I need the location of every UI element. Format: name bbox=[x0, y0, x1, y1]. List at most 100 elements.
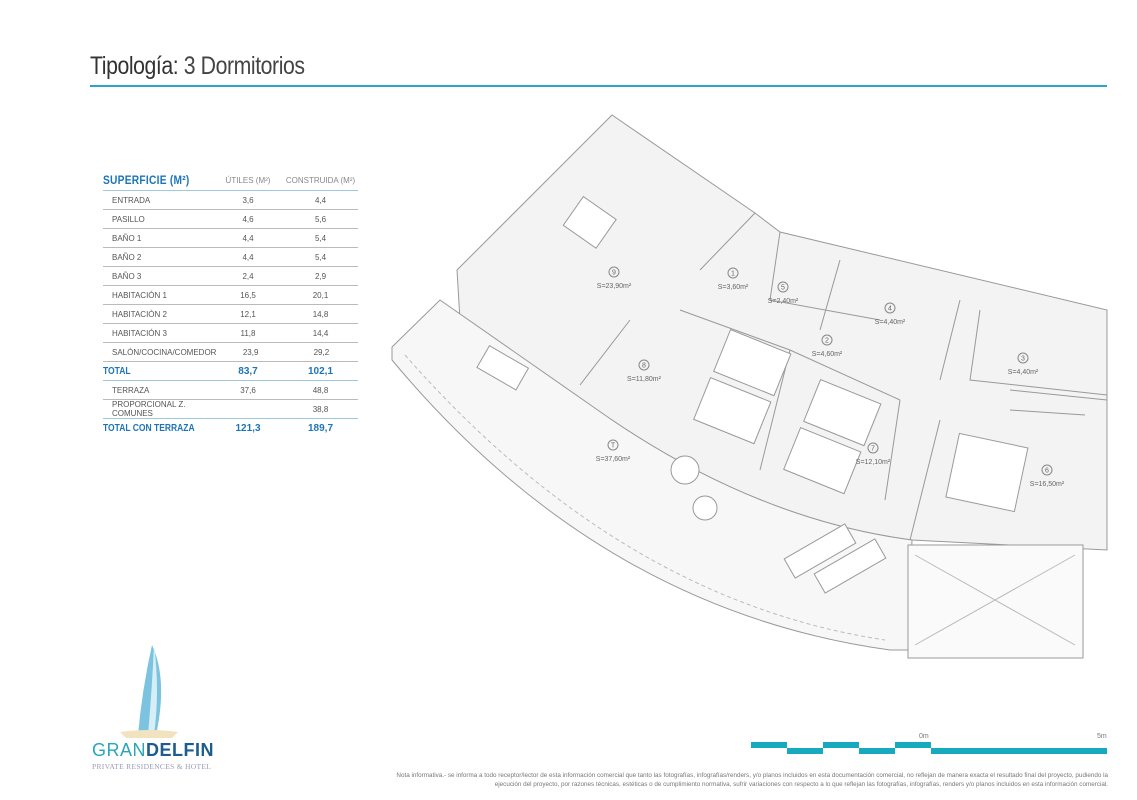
row-construida: 14,4 bbox=[312, 328, 329, 338]
row-label: TOTAL bbox=[103, 365, 131, 377]
room-area: S=3,60m² bbox=[718, 284, 749, 291]
room-number-circle bbox=[884, 302, 896, 314]
room-area: S=16,50m² bbox=[1030, 481, 1065, 488]
table-row: TERRAZA 37,6 48,8 bbox=[103, 381, 358, 400]
room-number: 7 bbox=[871, 446, 875, 453]
row-utiles: 83,7 bbox=[238, 365, 258, 377]
row-construida: 38,8 bbox=[312, 404, 329, 414]
row-utiles: 37,6 bbox=[240, 385, 256, 395]
row-label: BAÑO 3 bbox=[112, 271, 142, 281]
row-construida: 5,4 bbox=[314, 252, 327, 262]
grand-total-row: TOTAL CON TERRAZA 121,3 189,7 bbox=[103, 419, 358, 437]
table-row: BAÑO 1 4,4 5,4 bbox=[103, 229, 358, 248]
col-utiles: ÚTILES (M²) bbox=[225, 175, 271, 185]
room-number: 6 bbox=[1045, 468, 1049, 475]
walls bbox=[579, 212, 1108, 541]
total-row: TOTAL 83,7 102,1 bbox=[103, 362, 358, 381]
room-number-circle bbox=[607, 439, 619, 451]
table-row: HABITACIÓN 3 11,8 14,4 bbox=[103, 324, 358, 343]
row-label: HABITACIÓN 1 bbox=[112, 290, 167, 300]
row-label: BAÑO 2 bbox=[112, 252, 142, 262]
room-number: 9 bbox=[612, 270, 616, 277]
room-area: S=4,40m² bbox=[1008, 369, 1039, 376]
row-construida: 5,6 bbox=[314, 214, 327, 224]
row-construida: 14,8 bbox=[312, 309, 329, 319]
table-row: SALÓN/COCINA/COMEDOR 23,9 29,2 bbox=[103, 343, 358, 362]
room-number: 4 bbox=[888, 306, 892, 313]
table-row: HABITACIÓN 1 16,5 20,1 bbox=[103, 286, 358, 305]
room-number: 8 bbox=[642, 363, 646, 370]
row-label: SALÓN/COCINA/COMEDOR bbox=[112, 347, 217, 357]
table-heading: SUPERFICIE (M²) bbox=[103, 173, 190, 187]
row-utiles: 2,4 bbox=[242, 271, 254, 281]
row-utiles: 11,8 bbox=[240, 328, 256, 338]
surface-table: SUPERFICIE (M²) ÚTILES (M²) CONSTRUIDA (… bbox=[103, 170, 358, 437]
row-label: ENTRADA bbox=[112, 195, 151, 205]
brand-name: GRANDELFIN bbox=[92, 740, 215, 760]
row-construida: 20,1 bbox=[312, 290, 329, 300]
room-area: S=2,40m² bbox=[768, 298, 799, 305]
room-area: S=23,90m² bbox=[597, 283, 632, 290]
col-construida: CONSTRUIDA (M²) bbox=[285, 175, 356, 185]
title-divider bbox=[90, 85, 1107, 87]
room-number-circle bbox=[1041, 464, 1053, 476]
row-label: PROPORCIONAL Z. COMUNES bbox=[112, 400, 186, 418]
room-number-circle bbox=[1017, 352, 1029, 364]
row-label: BAÑO 1 bbox=[112, 233, 142, 243]
balcony-box bbox=[907, 544, 1084, 659]
row-utiles: 121,3 bbox=[235, 422, 261, 434]
table-row: BAÑO 2 4,4 5,4 bbox=[103, 248, 358, 267]
row-construida: 4,4 bbox=[314, 195, 327, 205]
row-label: TOTAL CON TERRAZA bbox=[103, 422, 195, 434]
row-construida: 2,9 bbox=[314, 271, 327, 281]
room-number: 1 bbox=[731, 271, 735, 278]
row-utiles: 3,6 bbox=[242, 195, 254, 205]
row-construida: 48,8 bbox=[312, 385, 329, 395]
table-row: HABITACIÓN 2 12,1 14,8 bbox=[103, 305, 358, 324]
row-construida: 29,2 bbox=[313, 347, 330, 357]
room-area: S=4,60m² bbox=[812, 351, 843, 358]
room-area: S=11,80m² bbox=[627, 376, 662, 383]
row-label: PASILLO bbox=[112, 214, 145, 224]
row-utiles: 23,9 bbox=[242, 347, 259, 357]
row-construida: 102,1 bbox=[307, 365, 334, 377]
table-row: PROPORCIONAL Z. COMUNES 38,8 bbox=[103, 400, 358, 419]
scale-end-label: 5m bbox=[1097, 733, 1107, 740]
terrace bbox=[391, 299, 913, 651]
room-number: 3 bbox=[1021, 356, 1025, 363]
room-number: 2 bbox=[825, 338, 829, 345]
table-row: PASILLO 4,6 5,6 bbox=[103, 210, 358, 229]
balcony-cross bbox=[914, 554, 1076, 646]
room-number-circle bbox=[608, 266, 620, 278]
row-utiles: 4,4 bbox=[242, 252, 254, 262]
page-title: Tipología: 3 Dormitorios bbox=[90, 52, 305, 80]
room-number-circle bbox=[727, 267, 739, 279]
scale-start-label: 0m bbox=[919, 733, 929, 740]
row-utiles: 4,4 bbox=[242, 233, 254, 243]
brand-tagline: PRIVATE RESIDENCES & HOTEL bbox=[92, 762, 212, 771]
room-area: S=37,60m² bbox=[596, 456, 631, 463]
row-construida: 189,7 bbox=[307, 422, 334, 434]
room-number-circle bbox=[638, 359, 650, 371]
room-number-circle bbox=[821, 334, 833, 346]
row-label: TERRAZA bbox=[112, 385, 150, 395]
table-row: ENTRADA 3,6 4,4 bbox=[103, 191, 358, 210]
disclaimer-note: Nota informativa.- se informa a todo rec… bbox=[396, 772, 1108, 788]
room-number: 5 bbox=[781, 285, 785, 292]
room-number: T bbox=[611, 443, 616, 450]
room-area: S=4,40m² bbox=[875, 319, 906, 326]
row-utiles: 4,6 bbox=[242, 214, 254, 224]
row-label: HABITACIÓN 3 bbox=[112, 328, 167, 338]
row-label: HABITACIÓN 2 bbox=[112, 309, 167, 319]
grandelfin-logo bbox=[120, 645, 178, 738]
table-header: SUPERFICIE (M²) ÚTILES (M²) CONSTRUIDA (… bbox=[103, 170, 358, 191]
scale-bar bbox=[751, 742, 1107, 754]
row-construida: 5,4 bbox=[314, 233, 327, 243]
row-utiles: 16,5 bbox=[240, 290, 256, 300]
room-number-circle bbox=[777, 281, 789, 293]
row-utiles: 12,1 bbox=[240, 309, 256, 319]
room-area: S=12,10m² bbox=[856, 459, 891, 466]
table-row: BAÑO 3 2,4 2,9 bbox=[103, 267, 358, 286]
room-number-circle bbox=[867, 442, 879, 454]
